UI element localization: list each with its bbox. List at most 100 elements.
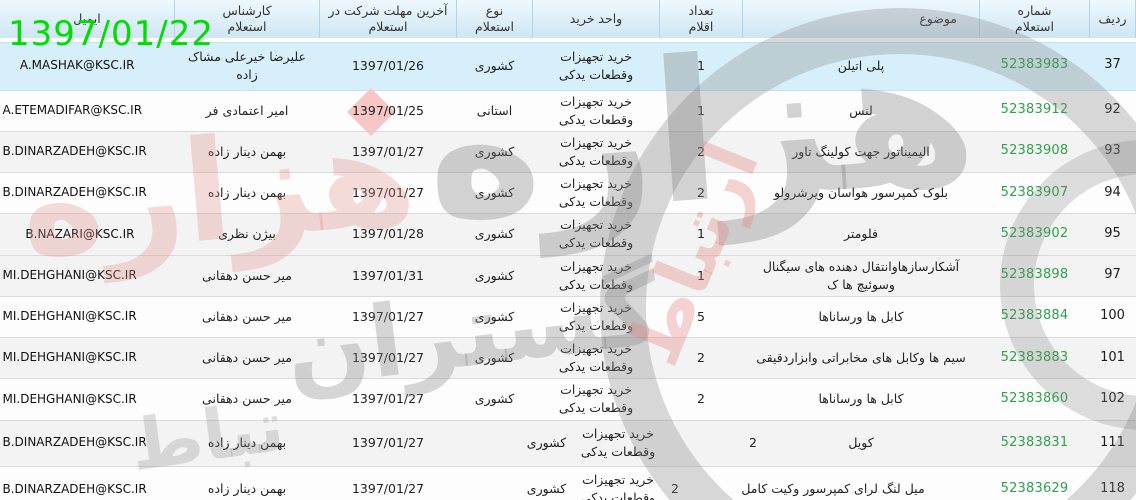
- table-row[interactable]: 95 52383902 فلومتر 1 خرید تجهیزات وقطعات…: [0, 213, 1136, 255]
- col-header-unit[interactable]: واحد خرید: [532, 0, 660, 41]
- inquiry-type-cell: کشوری: [456, 336, 533, 379]
- table-row[interactable]: 94 52383907 بلوک کمپرسور هواسان ویرشرولو…: [0, 171, 1136, 214]
- deadline-cell: 1397/01/27: [319, 378, 457, 420]
- row-number-cell: 111: [1089, 419, 1136, 466]
- item-count-cell: 1: [659, 89, 743, 132]
- inquiry-number-cell: 52383908: [979, 130, 1090, 173]
- purchase-unit-cell: خرید تجهیزات وقطعات یدکی: [532, 171, 660, 214]
- subject-cell: کویل: [742, 419, 980, 466]
- deadline-cell: 1397/01/27: [319, 419, 457, 466]
- email-cell: B.DINARZADEH@KSC.IR: [0, 465, 175, 500]
- inquiry-number-cell: 52383629: [979, 465, 1090, 500]
- expert-cell: میر حسن دهقانی: [174, 254, 320, 297]
- table-row[interactable]: 37 52383983 پلی اتیلن 1 خرید تجهیزات وقط…: [0, 38, 1136, 90]
- table-row[interactable]: 93 52383908 الیمیناتور جهت کولینگ تاور 2…: [0, 130, 1136, 173]
- deadline-cell: 1397/01/26: [319, 38, 457, 90]
- item-count-cell: 1: [659, 213, 743, 255]
- inquiry-number-cell: 52383912: [979, 89, 1090, 132]
- email-cell: B.DINARZADEH@KSC.IR: [0, 171, 175, 214]
- deadline-cell: 1397/01/27: [319, 465, 457, 500]
- inquiry-number-cell: 52383907: [979, 171, 1090, 214]
- inquiry-type-cell: کشوری: [456, 171, 533, 214]
- email-cell: MI.DEHGHANI@KSC.IR: [0, 295, 175, 338]
- inquiry-number-cell: 52383983: [979, 38, 1090, 90]
- email-cell: A.MASHAK@KSC.IR: [0, 38, 175, 90]
- table-row[interactable]: 100 52383884 کابل ها ورساناها 5 خرید تجه…: [0, 295, 1136, 338]
- expert-cell: بهمن دینار زاده: [174, 419, 320, 466]
- inquiry-type-cell: کشوری: [456, 254, 533, 297]
- item-count-cell: 2: [659, 378, 743, 420]
- expert-cell: بهمن دینار زاده: [174, 465, 320, 500]
- deadline-cell: 1397/01/27: [319, 130, 457, 173]
- subject-cell: بلوک کمپرسور هواسان ویرشرولو: [742, 171, 980, 214]
- purchase-unit-cell: خرید تجهیزات وقطعات یدکی: [532, 378, 660, 420]
- row-number-cell: 94: [1089, 171, 1136, 214]
- purchase-unit-cell: خرید تجهیزات وقطعات یدکی: [532, 213, 660, 255]
- expert-cell: علیرضا خیرعلی مشاک زاده: [174, 38, 320, 90]
- item-count-cell: 2: [659, 130, 743, 173]
- inquiry-type-cell: کشوری: [456, 130, 533, 173]
- deadline-cell: 1397/01/31: [319, 254, 457, 297]
- inquiry-type-cell: کشوری: [456, 213, 533, 255]
- col-header-row-no[interactable]: ردیف: [1089, 0, 1136, 41]
- item-count-cell: 5: [659, 295, 743, 338]
- purchase-unit-cell: خرید تجهیزات وقطعات یدکی: [532, 254, 660, 297]
- deadline-cell: 1397/01/27: [319, 336, 457, 379]
- row-number-cell: 92: [1089, 89, 1136, 132]
- table-row[interactable]: 97 52383898 آشکارسازهاوانتقال دهنده های …: [0, 254, 1136, 297]
- row-number-cell: 100: [1089, 295, 1136, 338]
- col-header-inquiry-no[interactable]: شماره استعلام: [979, 0, 1090, 41]
- inquiry-number-cell: 52383831: [979, 419, 1090, 466]
- expert-cell: میر حسن دهقانی: [174, 378, 320, 420]
- purchase-unit-cell: خرید تجهیزات وقطعات یدکی: [532, 465, 660, 500]
- purchase-unit-cell: خرید تجهیزات وقطعات یدکی: [532, 89, 660, 132]
- item-count-cell: 2: [659, 465, 743, 500]
- table-row[interactable]: 111 52383831 کویل 2 خرید تجهیزات وقطعات …: [0, 419, 1136, 466]
- item-count-cell: 2: [659, 171, 743, 214]
- subject-cell: الیمیناتور جهت کولینگ تاور: [742, 130, 980, 173]
- inquiry-type-cell: کشوری: [456, 419, 566, 466]
- col-header-email[interactable]: ایمیل: [0, 0, 175, 41]
- email-cell: B.DINARZADEH@KSC.IR: [0, 419, 175, 466]
- row-number-cell: 95: [1089, 213, 1136, 255]
- col-header-qty[interactable]: تعداد اقلام: [659, 0, 743, 41]
- table-header-row: ردیف شماره استعلام موضوع تعداد اقلام واح…: [0, 0, 1136, 41]
- inquiry-type-cell: کشوری: [456, 465, 566, 500]
- inquiry-number-cell: 52383898: [979, 254, 1090, 297]
- inquiry-type-cell: کشوری: [456, 295, 533, 338]
- item-count-cell: 2: [659, 419, 757, 466]
- subject-cell: کابل ها ورساناها: [742, 378, 980, 420]
- capture-date-annotation: 1397/01/22: [8, 14, 214, 54]
- expert-cell: بیژن نظری: [174, 213, 320, 255]
- email-cell: B.NAZARI@KSC.IR: [0, 213, 175, 255]
- row-number-cell: 101: [1089, 336, 1136, 379]
- email-cell: B.DINARZADEH@KSC.IR: [0, 130, 175, 173]
- table-row[interactable]: 102 52383860 کابل ها ورساناها 2 خرید تجه…: [0, 378, 1136, 420]
- email-cell: MI.DEHGHANI@KSC.IR: [0, 336, 175, 379]
- deadline-cell: 1397/01/28: [319, 213, 457, 255]
- email-cell: MI.DEHGHANI@KSC.IR: [0, 378, 175, 420]
- subject-cell: پلی اتیلن: [742, 38, 980, 90]
- inquiry-number-cell: 52383902: [979, 213, 1090, 255]
- purchase-unit-cell: خرید تجهیزات وقطعات یدکی: [532, 130, 660, 173]
- col-header-expert[interactable]: کارشناس استعلام: [174, 0, 320, 41]
- item-count-cell: 1: [659, 38, 743, 90]
- col-header-type[interactable]: نوع استعلام: [456, 0, 533, 41]
- inquiry-number-cell: 52383884: [979, 295, 1090, 338]
- col-header-deadline[interactable]: آخرین مهلت شرکت در استعلام: [319, 0, 457, 41]
- subject-cell: میل لنگ لرای کمپرسور وکیت کامل: [741, 465, 980, 500]
- col-header-subject[interactable]: موضوع: [742, 0, 980, 41]
- table-row[interactable]: 92 52383912 لنس 1 خرید تجهیزات وقطعات ید…: [0, 89, 1136, 132]
- table-body: 37 52383983 پلی اتیلن 1 خرید تجهیزات وقط…: [0, 38, 1136, 500]
- email-cell: A.ETEMADIFAR@KSC.IR: [0, 89, 175, 132]
- purchase-unit-cell: خرید تجهیزات وقطعات یدکی: [532, 295, 660, 338]
- table-row[interactable]: 118 52383629 میل لنگ لرای کمپرسور وکیت ک…: [0, 465, 1136, 500]
- subject-cell: لنس: [742, 89, 980, 132]
- table-row[interactable]: 101 52383883 سیم ها وکابل های مخابراتی و…: [0, 336, 1136, 379]
- inquiry-type-cell: استانی: [456, 89, 533, 132]
- item-count-cell: 1: [659, 254, 743, 297]
- item-count-cell: 2: [659, 336, 743, 379]
- row-number-cell: 93: [1089, 130, 1136, 173]
- expert-cell: بهمن دینار زاده: [174, 171, 320, 214]
